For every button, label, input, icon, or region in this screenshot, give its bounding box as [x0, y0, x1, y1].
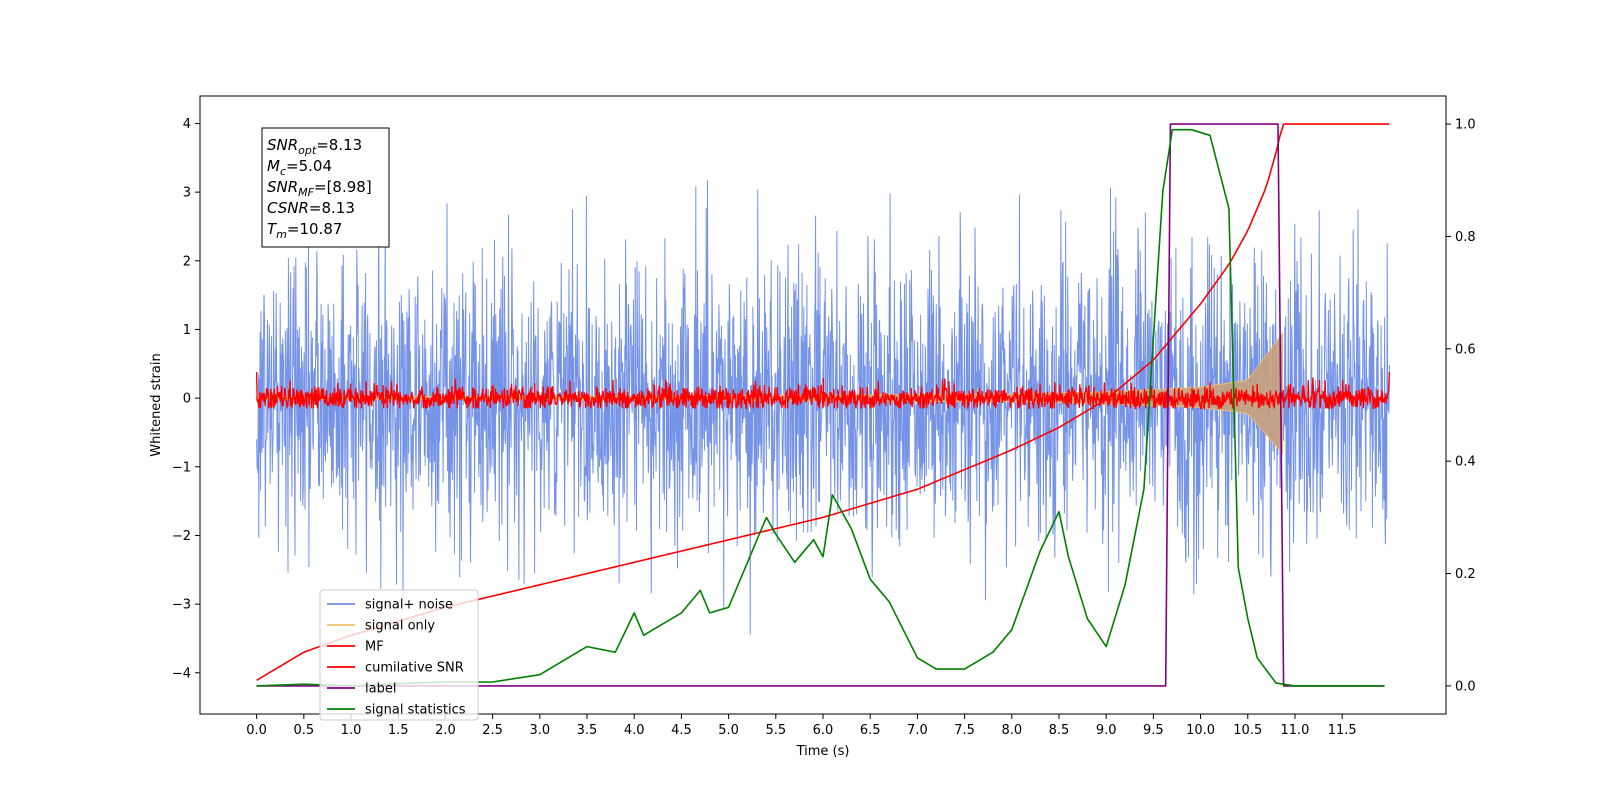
legend-entry: cumilative SNR [365, 661, 464, 676]
x-tick-label: 5.0 [718, 723, 739, 738]
y2-tick-label: 0.4 [1455, 455, 1476, 470]
x-tick-label: 2.0 [435, 723, 456, 738]
legend-entry: signal+ noise [365, 598, 453, 613]
x-tick-label: 1.0 [341, 723, 362, 738]
x-tick-label: 11.5 [1328, 723, 1357, 738]
x-tick-label: 9.5 [1143, 723, 1164, 738]
x-tick-label: 10.5 [1233, 723, 1262, 738]
legend-entry: signal statistics [365, 703, 466, 718]
annotation-line: CSNR=8.13 [267, 199, 355, 217]
x-tick-label: 6.5 [860, 723, 881, 738]
x-axis-label: Time (s) [796, 744, 850, 759]
legend-entry: MF [365, 640, 384, 655]
annotation-line: SNRopt=8.13 [267, 136, 362, 157]
x-tick-label: 10.0 [1186, 723, 1215, 738]
annotation-value: =10.87 [287, 220, 343, 238]
x-tick-label: 11.0 [1280, 723, 1309, 738]
annotation-line: Tm=10.87 [267, 220, 342, 241]
y-tick-label: −4 [172, 666, 191, 681]
annotation-value: =8.13 [316, 136, 362, 154]
y-tick-label: 2 [183, 254, 191, 269]
x-tick-label: 7.5 [954, 723, 975, 738]
annotation-subscript: opt [298, 144, 317, 157]
x-tick-label: 0.0 [246, 723, 267, 738]
annotation-frame [261, 127, 390, 248]
y-tick-label: 0 [183, 392, 191, 407]
y-tick-label: −3 [172, 598, 191, 613]
annotation-symbol: M [267, 157, 280, 175]
y-axis-label: Whitened strain [149, 353, 164, 456]
annotation-symbol: SNR [267, 178, 298, 196]
annotation-box: SNRopt=8.13Mc=5.04SNRMF=[8.98]CSNR=8.13T… [261, 127, 390, 248]
x-tick-label: 2.5 [482, 723, 503, 738]
annotation-symbol: SNR [267, 136, 298, 154]
series-mf [255, 371, 1391, 411]
annotation-value: =[8.98] [314, 178, 372, 196]
annotation-subscript: c [280, 165, 286, 178]
x-tick-label: 0.5 [293, 723, 314, 738]
annotation-value: =8.13 [309, 199, 355, 217]
y-tick-label: −2 [172, 529, 191, 544]
legend: signal+ noise signal only MF cumilative SNR… [319, 589, 479, 721]
x-tick-label: 1.5 [388, 723, 409, 738]
series-signal-statistics [256, 128, 1385, 687]
legend-entry: label [365, 682, 396, 697]
x-tick-label: 3.5 [577, 723, 598, 738]
y-tick-label: 4 [183, 117, 191, 132]
annotation-symbol: CSNR [267, 199, 309, 217]
annotation-line: SNRMF=[8.98] [267, 178, 372, 199]
y2-tick-label: 0.8 [1455, 230, 1476, 245]
legend-entry: signal only [365, 619, 435, 634]
y-axis-left: 4 3 2 1 0 −1 −2 −3 −4 [172, 117, 200, 681]
x-tick-label: 8.5 [1049, 723, 1070, 738]
x-tick-label: 5.5 [765, 723, 786, 738]
y-tick-label: −1 [172, 460, 191, 475]
x-tick-label: 9.0 [1096, 723, 1117, 738]
x-tick-label: 4.5 [671, 723, 692, 738]
annotation-value: =5.04 [286, 157, 332, 175]
y-tick-label: 1 [183, 323, 191, 338]
y2-tick-label: 0.2 [1455, 567, 1476, 582]
x-tick-label: 8.0 [1001, 723, 1022, 738]
x-tick-label: 4.0 [624, 723, 645, 738]
annotation-subscript: m [276, 228, 287, 241]
y-tick-label: 3 [183, 186, 191, 201]
annotation-line: Mc=5.04 [267, 157, 332, 178]
y2-tick-label: 0.0 [1455, 679, 1476, 694]
x-axis: 0.0 0.5 1.0 1.5 2.0 2.5 3.0 3.5 4.0 4.5 5.0 5.5 6.0 6… [246, 714, 1357, 738]
legend-frame [319, 589, 479, 721]
y-axis-right: 1.0 0.8 0.6 0.4 0.2 0.0 [1446, 118, 1476, 694]
series-signal-noise [256, 165, 1390, 635]
annotation-symbol: T [267, 220, 278, 238]
x-tick-label: 6.0 [813, 723, 834, 738]
y2-tick-label: 1.0 [1455, 118, 1476, 133]
y2-tick-label: 0.6 [1455, 342, 1476, 357]
x-tick-label: 7.0 [907, 723, 928, 738]
annotation-subscript: MF [298, 186, 314, 199]
x-tick-label: 3.0 [529, 723, 550, 738]
